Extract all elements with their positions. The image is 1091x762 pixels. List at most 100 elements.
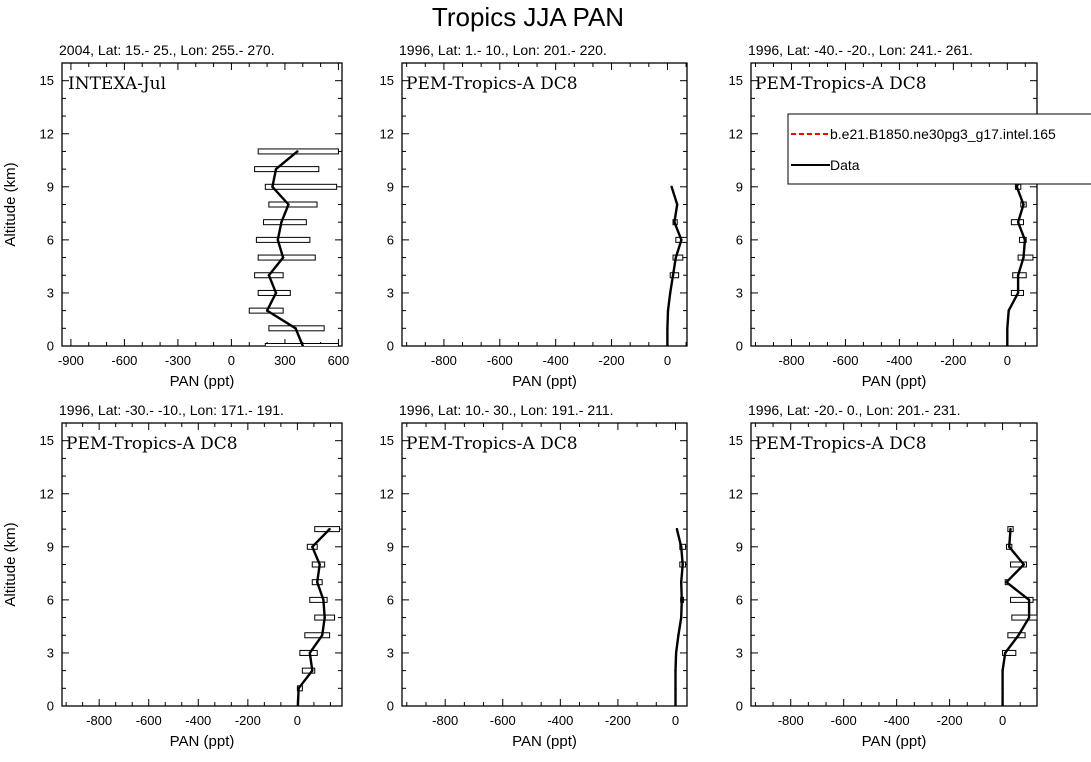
data-point: [677, 634, 680, 637]
panel-subtitle: 1996, Lat: -20.- 0., Lon: 201.- 231.: [748, 402, 960, 418]
y-tick-label: 6: [387, 592, 394, 607]
x-tick-label: 0: [228, 353, 235, 368]
y-tick-label: 9: [736, 179, 743, 194]
chart-panel-1: 2004, Lat: 15.- 25., Lon: 255.- 270. INTE…: [2, 42, 349, 390]
data-point: [328, 527, 331, 531]
x-tick-label: -400: [884, 713, 910, 728]
range-bar: [268, 201, 318, 208]
data-point: [680, 238, 683, 242]
data-point: [276, 238, 279, 242]
data-point: [1016, 291, 1020, 295]
legend-label: b.e21.B1850.ne30pg3_g17.intel.165: [830, 126, 1056, 142]
data-point: [1001, 669, 1004, 672]
panel-grid: 2004, Lat: 15.- 25., Lon: 255.- 270. INTE…: [2, 42, 1091, 750]
range-bar: [672, 254, 684, 261]
data-point: [680, 598, 684, 602]
range-bar: [309, 596, 328, 603]
y-tick-label: 9: [736, 539, 743, 554]
range-bar: [1011, 614, 1037, 621]
data-point: [669, 291, 672, 295]
data-point: [280, 220, 283, 224]
data-layer: [666, 185, 687, 346]
data-point: [1022, 256, 1025, 259]
data-point: [323, 616, 326, 619]
data-point: [1006, 327, 1009, 330]
y-tick-label: 0: [387, 699, 394, 714]
data-point: [1023, 238, 1027, 242]
data-point: [1007, 545, 1011, 549]
range-bar: [1017, 254, 1034, 261]
x-tick-label: -200: [599, 353, 625, 368]
x-tick-label: -600: [136, 713, 162, 728]
y-tick-label: 9: [47, 179, 54, 194]
y-tick-label: 0: [47, 699, 54, 714]
x-tick-label: -600: [831, 713, 857, 728]
x-tick-label: 0: [294, 713, 301, 728]
y-tick-label: 9: [47, 539, 54, 554]
panel-subtitle: 2004, Lat: 15.- 25., Lon: 255.- 270.: [59, 42, 275, 58]
data-line: [265, 150, 304, 346]
y-tick-label: 3: [387, 645, 394, 660]
data-point: [311, 545, 314, 549]
x-tick-label: -600: [490, 713, 516, 728]
campaign-label: PEM-Tropics-A DC8: [406, 74, 578, 94]
x-axis-label: PAN (ppt): [170, 373, 235, 390]
x-tick-label: -400: [543, 353, 569, 368]
y-tick-label: 6: [387, 232, 394, 247]
campaign-label: PEM-Tropics-A DC8: [406, 434, 578, 454]
data-point: [666, 309, 670, 312]
y-tick-label: 12: [729, 126, 743, 141]
data-point: [674, 651, 678, 655]
plot-frame: [750, 422, 1038, 707]
y-tick-label: 6: [736, 592, 743, 607]
y-tick-label: 9: [387, 539, 394, 554]
y-tick-label: 3: [47, 285, 54, 300]
range-bar: [679, 543, 687, 550]
data-point: [1005, 580, 1008, 584]
data-point: [294, 327, 297, 330]
plot-frame: [401, 422, 688, 707]
y-tick-label: 0: [387, 339, 394, 354]
campaign-label: PEM-Tropics-A DC8: [755, 74, 927, 94]
y-tick-label: 15: [729, 73, 743, 88]
campaign-label: PEM-Tropics-A DC8: [66, 434, 238, 454]
x-tick-label: -400: [886, 353, 912, 368]
x-tick-label: -600: [111, 353, 137, 368]
x-tick-label: -200: [937, 713, 963, 728]
y-tick-label: 6: [47, 592, 54, 607]
data-point: [680, 580, 683, 584]
legend-label: Data: [830, 157, 860, 173]
range-bar: [1002, 649, 1017, 656]
data-point: [274, 167, 278, 171]
x-axis-label: PAN (ppt): [512, 373, 577, 390]
data-point: [287, 203, 290, 206]
data-point: [1001, 687, 1004, 690]
data-point: [1009, 527, 1012, 531]
x-tick-label: 0: [672, 713, 679, 728]
y-tick-label: 6: [47, 232, 54, 247]
x-axis-label: PAN (ppt): [512, 733, 577, 750]
data-point: [674, 256, 678, 259]
figure-title: Tropics JJA PAN: [432, 2, 624, 32]
campaign-label: PEM-Tropics-A DC8: [755, 434, 927, 454]
x-tick-label: -600: [832, 353, 858, 368]
data-point: [670, 185, 673, 189]
data-point: [271, 185, 274, 189]
x-tick-label: -400: [185, 713, 211, 728]
data-point: [674, 704, 677, 706]
data-layer: [1006, 166, 1034, 346]
plot-frame: [61, 422, 343, 707]
data-point: [265, 309, 269, 312]
data-point: [671, 274, 675, 277]
data-point: [680, 545, 683, 549]
data-point: [311, 669, 314, 672]
y-tick-label: 12: [729, 486, 743, 501]
data-point: [673, 220, 676, 224]
data-point: [1016, 220, 1020, 224]
data-point: [1001, 704, 1004, 706]
data-point: [322, 598, 325, 602]
x-tick-label: -800: [778, 353, 804, 368]
y-tick-label: 9: [387, 179, 394, 194]
chart-panel-6: 1996, Lat: -20.- 0., Lon: 201.- 231. PEM-…: [729, 402, 1038, 750]
data-point: [1007, 309, 1010, 312]
